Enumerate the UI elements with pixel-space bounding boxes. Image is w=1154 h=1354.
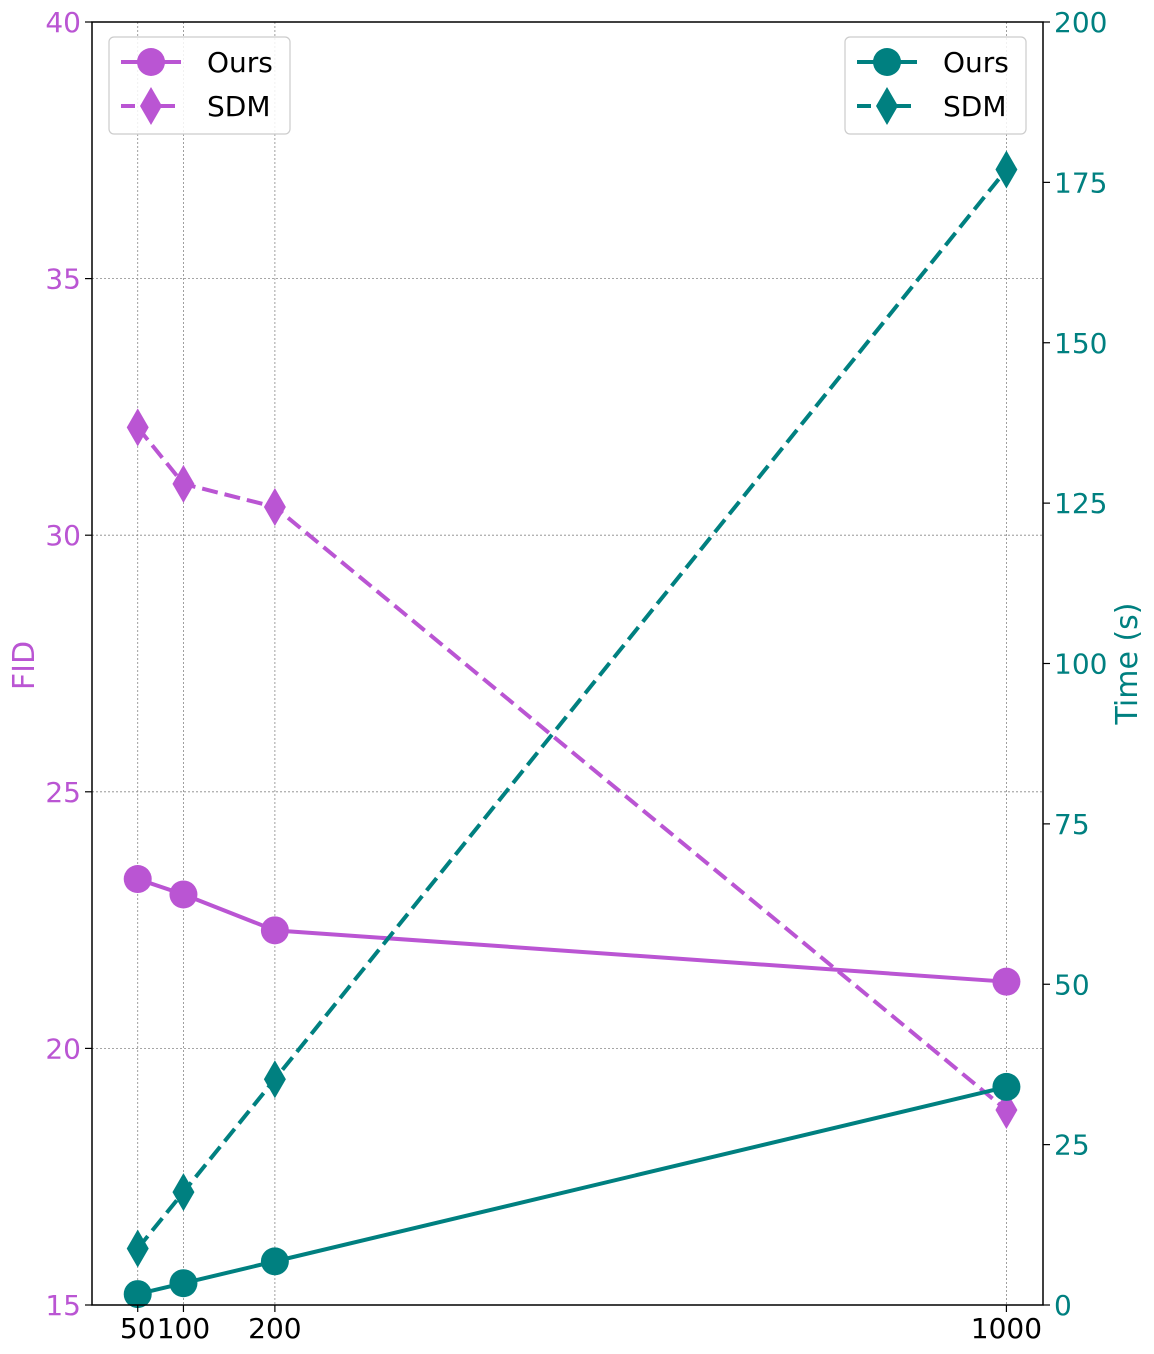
data-point-diamond [172,464,195,503]
data-point-circle [992,967,1021,996]
data-point-diamond [172,1173,195,1212]
data-point-diamond [126,1229,149,1268]
legend-label: Ours [207,46,273,79]
series-line [136,168,1008,1250]
data-point-diamond [995,1090,1018,1129]
data-point-circle [260,1247,289,1276]
data-point-diamond [995,150,1018,189]
legend-time: Ours SDM [844,36,1027,135]
right-tick-label: 0 [1054,1289,1072,1322]
left-y-axis: FID 15 20 25 30 35 40 [7,6,92,1322]
left-tick-label: 25 [45,776,81,809]
data-point-circle [169,1269,198,1298]
right-tick-label: 75 [1054,808,1090,841]
series-left-sdm [126,408,1018,1129]
legend-label: Ours [943,46,1009,79]
series-line [137,877,1007,984]
right-tick-label: 150 [1054,327,1107,360]
series-line [136,426,1008,1112]
data-point-circle [992,1072,1021,1101]
data-point-circle [260,916,289,945]
right-tick-label: 50 [1054,968,1090,1001]
right-tick-label: 25 [1054,1129,1090,1162]
right-tick-label: 100 [1054,648,1107,681]
x-tick-label: 200 [248,1312,301,1345]
legend-marker-diamond [140,87,162,125]
x-tick-label: 1000 [971,1312,1042,1345]
right-tick-label: 200 [1054,6,1107,39]
x-tick-label: 100 [157,1312,210,1345]
legend-label: SDM [207,90,271,123]
data-point-diamond [126,408,149,447]
legend-marker-circle [137,48,165,76]
left-axis-label: FID [7,641,42,690]
left-tick-label: 15 [45,1289,81,1322]
data-point-circle [123,1280,152,1309]
right-y-axis: Time (s) 0 25 50 75 100 125 150 175 200 [1043,6,1145,1322]
left-tick-label: 30 [45,519,81,552]
right-tick-label: 175 [1054,166,1107,199]
data-point-circle [123,865,152,894]
series-right-sdm [126,150,1018,1268]
data-point-diamond [263,487,286,526]
legend-marker-circle [873,48,901,76]
x-axis: 50 100 200 1000 [120,1305,1042,1345]
left-tick-label: 40 [45,6,81,39]
legend-marker-diamond [876,87,898,125]
data-point-diamond [263,1060,286,1099]
x-tick-label: 50 [120,1312,156,1345]
right-axis-label: Time (s) [1110,603,1145,726]
legend-fid: Ours SDM [108,36,291,135]
series-right-ours [123,1072,1021,1309]
series-layer [123,150,1021,1309]
data-point-circle [169,880,198,909]
right-tick-label: 125 [1054,487,1107,520]
left-tick-label: 35 [45,263,81,296]
series-line [137,1084,1007,1297]
series-left-ours [123,865,1021,996]
grid-lines [92,22,1043,1305]
left-tick-label: 20 [45,1032,81,1065]
legend-label: SDM [943,90,1007,123]
